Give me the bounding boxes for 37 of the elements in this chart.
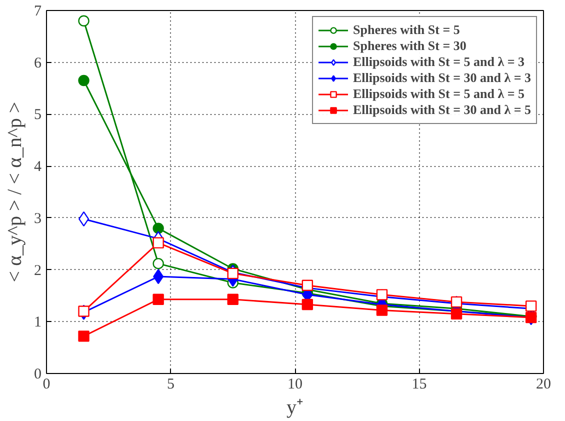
point (376, 304, 388, 316)
point (152, 222, 164, 234)
y-tick-label: 1 (34, 314, 42, 331)
point (78, 306, 90, 317)
legend-label: Ellipsoids with St = 30 and λ = 3 (353, 70, 531, 86)
point (152, 294, 164, 305)
y-tick-label: 3 (34, 210, 42, 227)
legend-label: Spheres with St = 5 (353, 22, 460, 38)
y-tick-label: 6 (34, 55, 42, 72)
point (152, 258, 164, 270)
point (227, 268, 238, 280)
y-tick-label: 2 (34, 262, 42, 279)
y-tick-label: 7 (34, 4, 42, 20)
y-tick-label: 5 (34, 107, 42, 124)
legend-label: Ellipsoids with St = 5 and λ = 3 (353, 54, 524, 70)
point (525, 300, 537, 312)
x-tick-label: 10 (288, 376, 302, 392)
y-tick-label: 4 (34, 159, 42, 176)
point (302, 280, 314, 291)
point (450, 308, 462, 320)
legend-label: Ellipsoids with St = 30 and λ = 5 (353, 102, 531, 118)
x-tick-label: 15 (412, 376, 427, 392)
point (152, 237, 164, 248)
point (450, 296, 462, 308)
x-tick-label: 5 (167, 376, 174, 392)
x-tick-label: 20 (536, 376, 551, 392)
y-axis-title: < α_y^p > / < α_n^p > (4, 102, 26, 282)
x-axis-title: y⁺ (286, 396, 304, 418)
legend-label: Ellipsoids with St = 5 and λ = 5 (353, 86, 524, 102)
point (78, 15, 90, 26)
point (78, 330, 90, 342)
y-tick-label: 0 (34, 366, 42, 382)
legend-label: Spheres with St = 30 (353, 38, 466, 54)
point (302, 298, 314, 310)
point (227, 294, 238, 305)
point (376, 289, 388, 300)
point (78, 74, 90, 86)
